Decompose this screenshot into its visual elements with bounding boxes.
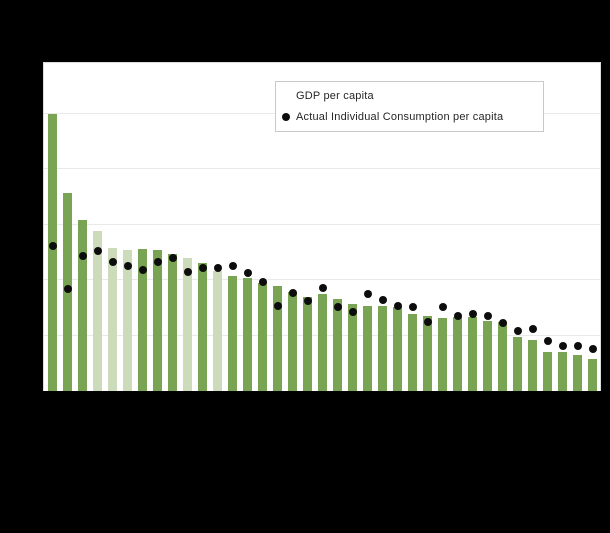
gdp-bar — [348, 304, 358, 391]
aic-dot — [258, 278, 267, 287]
gdp-bar — [243, 277, 253, 391]
aic-dot — [123, 261, 132, 270]
gdp-bar — [48, 113, 58, 391]
legend-label-gdp: GDP per capita — [296, 89, 374, 102]
aic-dot — [243, 269, 252, 278]
gdp-bar — [558, 352, 568, 391]
gdp-bar — [168, 254, 178, 391]
legend: GDP per capita Actual Individual Consump… — [275, 81, 544, 132]
gdp-bar — [468, 316, 478, 391]
gdp-bar — [138, 248, 148, 391]
gdp-bar-swatch-icon — [282, 92, 290, 100]
aic-dot — [93, 247, 102, 256]
aic-dot — [423, 318, 432, 327]
aic-dot — [588, 344, 597, 353]
aic-dot — [48, 241, 57, 250]
gdp-bar — [513, 336, 523, 391]
aic-dot — [153, 258, 162, 267]
gdp-bar — [483, 321, 493, 391]
aic-dot — [183, 268, 192, 277]
aic-dot — [108, 258, 117, 267]
gdp-bar — [378, 305, 388, 391]
aic-dot — [438, 302, 447, 311]
aic-dot — [393, 301, 402, 310]
aic-dot — [513, 327, 522, 336]
aic-dot — [558, 341, 567, 350]
aic-dot — [543, 337, 552, 346]
gdp-bar — [498, 322, 508, 391]
aic-dot — [288, 289, 297, 298]
legend-item-gdp: GDP per capita — [282, 90, 537, 102]
gdp-bar — [213, 271, 223, 391]
gdp-bar — [333, 298, 343, 391]
gdp-bar — [423, 315, 433, 391]
gdp-bar — [93, 231, 103, 391]
gridline — [44, 279, 600, 280]
gdp-bar — [198, 263, 208, 391]
aic-dot — [78, 251, 87, 260]
aic-dot — [528, 324, 537, 333]
aic-dot — [348, 308, 357, 317]
aic-dot — [138, 266, 147, 275]
aic-dot — [453, 311, 462, 320]
gdp-bar — [108, 247, 118, 391]
aic-dot — [378, 295, 387, 304]
gridline — [44, 168, 600, 169]
gdp-bar — [588, 358, 598, 391]
gdp-bar — [393, 306, 403, 391]
aic-dot — [228, 261, 237, 270]
aic-dot — [63, 284, 72, 293]
gdp-bar — [318, 294, 328, 391]
aic-dot — [333, 302, 342, 311]
gdp-bar — [408, 314, 418, 391]
gdp-bar — [123, 250, 133, 391]
aic-dot — [198, 263, 207, 272]
aic-dot — [408, 302, 417, 311]
aic-dot — [168, 253, 177, 262]
aic-dot-swatch-icon — [282, 113, 290, 122]
aic-dot — [303, 297, 312, 306]
gdp-bar — [288, 292, 298, 391]
gdp-bar — [438, 317, 448, 391]
aic-dot — [363, 290, 372, 299]
aic-dot — [273, 301, 282, 310]
legend-label-aic: Actual Individual Consumption per capita — [296, 111, 504, 124]
gdp-bar — [543, 352, 553, 391]
aic-dot — [468, 310, 477, 319]
aic-dot — [213, 263, 222, 272]
gdp-bar — [273, 285, 283, 391]
aic-dot — [318, 283, 327, 292]
gdp-bar — [528, 339, 538, 391]
gdp-bar — [453, 316, 463, 391]
gdp-bar — [258, 283, 268, 391]
gdp-bar — [303, 296, 313, 391]
gdp-bar — [363, 305, 373, 391]
gdp-bar — [228, 275, 238, 391]
aic-dot — [498, 319, 507, 328]
legend-item-aic: Actual Individual Consumption per capita — [282, 111, 537, 123]
gdp-bar — [573, 355, 583, 391]
gdp-bar — [153, 250, 163, 391]
gridline — [44, 223, 600, 225]
gdp-bar — [183, 257, 193, 391]
aic-dot — [483, 311, 492, 320]
aic-dot — [573, 341, 582, 350]
gdp-bar — [78, 220, 88, 391]
